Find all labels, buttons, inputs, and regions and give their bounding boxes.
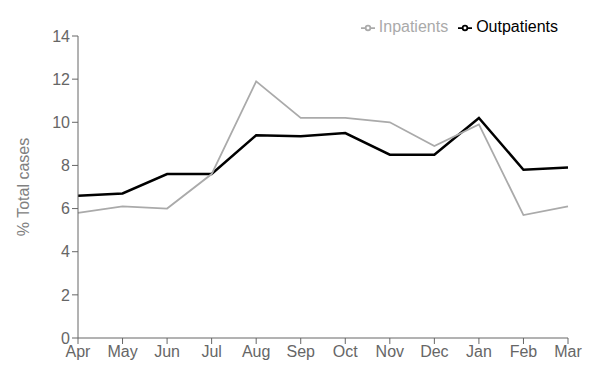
svg-text:Mar: Mar — [554, 343, 582, 360]
svg-text:May: May — [107, 343, 137, 360]
svg-text:6: 6 — [61, 200, 70, 217]
svg-text:Dec: Dec — [420, 343, 448, 360]
svg-text:Oct: Oct — [333, 343, 358, 360]
svg-text:8: 8 — [61, 157, 70, 174]
svg-text:4: 4 — [61, 243, 70, 260]
svg-text:Aug: Aug — [242, 343, 270, 360]
svg-text:% Total cases: % Total cases — [15, 138, 32, 236]
svg-text:Nov: Nov — [376, 343, 404, 360]
svg-text:Jul: Jul — [201, 343, 221, 360]
svg-text:Jun: Jun — [154, 343, 180, 360]
svg-text:Sep: Sep — [286, 343, 315, 360]
svg-text:10: 10 — [52, 114, 70, 131]
svg-text:Jan: Jan — [466, 343, 492, 360]
svg-text:2: 2 — [61, 287, 70, 304]
svg-text:Feb: Feb — [510, 343, 538, 360]
html-text:Outpatients: Outpatients — [476, 18, 558, 35]
svg-text:14: 14 — [52, 28, 70, 45]
html-text:Inpatients: Inpatients — [378, 18, 449, 35]
svg-text:Apr: Apr — [65, 343, 91, 361]
svg-text:12: 12 — [52, 71, 70, 88]
svg-text:0: 0 — [61, 330, 70, 347]
